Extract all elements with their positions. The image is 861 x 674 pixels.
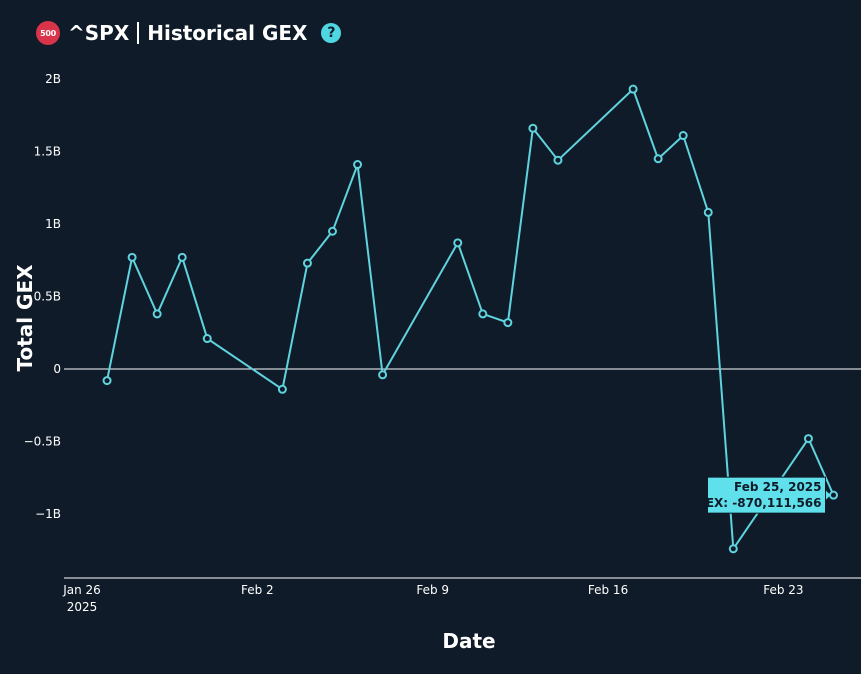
- data-point: [803, 434, 813, 444]
- data-points: [102, 84, 838, 554]
- data-point: [478, 309, 488, 319]
- data-point: [102, 376, 112, 386]
- data-point: [553, 155, 563, 165]
- tooltip-pointer: [825, 490, 831, 501]
- x-axis-title: Date: [442, 629, 495, 653]
- data-point: [453, 238, 463, 248]
- data-point: [728, 544, 738, 554]
- x-tick-label: Jan 26: [62, 583, 101, 597]
- x-tick-label: Feb 23: [763, 583, 803, 597]
- chart-header: 500 ^SPX Historical GEX ?: [36, 18, 342, 48]
- data-point: [628, 84, 638, 94]
- y-tick-label: 0: [53, 362, 61, 376]
- x-tick-label: Feb 2: [241, 583, 274, 597]
- tooltip-date: Feb 25, 2025: [734, 480, 821, 494]
- y-tick-label: 0.5B: [34, 290, 61, 304]
- x-tick-label: Feb 9: [416, 583, 449, 597]
- x-axis-ticks: Jan 26 2025 Feb 2 Feb 9 Feb 16 Feb 23: [62, 583, 803, 614]
- data-point: [528, 123, 538, 133]
- data-point: [503, 318, 513, 328]
- data-point: [277, 384, 287, 394]
- help-icon[interactable]: ?: [321, 23, 342, 43]
- title-separator: [137, 22, 140, 44]
- data-point: [353, 160, 363, 170]
- y-axis-ticks: 2B 1.5B 1B 0.5B 0 −0.5B −1B: [24, 72, 61, 521]
- y-tick-label: −1B: [35, 507, 61, 521]
- data-point: [152, 309, 162, 319]
- data-point: [328, 226, 337, 236]
- data-point: [378, 370, 388, 380]
- tooltip-value: GEX: -870,111,566: [696, 496, 822, 510]
- spx-500-badge-icon: 500: [36, 21, 60, 45]
- tooltip-box: [707, 476, 826, 514]
- hover-tooltip: Feb 25, 2025 GEX: -870,111,566: [696, 476, 831, 514]
- chart-title: Historical GEX: [147, 21, 308, 45]
- data-point: [302, 258, 312, 268]
- y-tick-label: −0.5B: [24, 435, 61, 449]
- y-axis-title: Total GEX: [13, 264, 37, 372]
- data-point: [177, 252, 187, 262]
- x-tick-label: Feb 16: [588, 583, 628, 597]
- data-point: [829, 490, 838, 500]
- data-point: [703, 207, 713, 217]
- data-point: [202, 334, 212, 344]
- data-point: [678, 131, 688, 141]
- y-tick-label: 1.5B: [34, 145, 61, 159]
- y-tick-label: 1B: [45, 217, 61, 231]
- data-point: [653, 154, 663, 164]
- x-tick-sublabel: 2025: [67, 600, 98, 614]
- ticker-label: ^SPX: [68, 21, 130, 45]
- y-tick-label: 2B: [45, 72, 61, 86]
- series-line: [106, 87, 835, 552]
- data-point: [127, 252, 137, 262]
